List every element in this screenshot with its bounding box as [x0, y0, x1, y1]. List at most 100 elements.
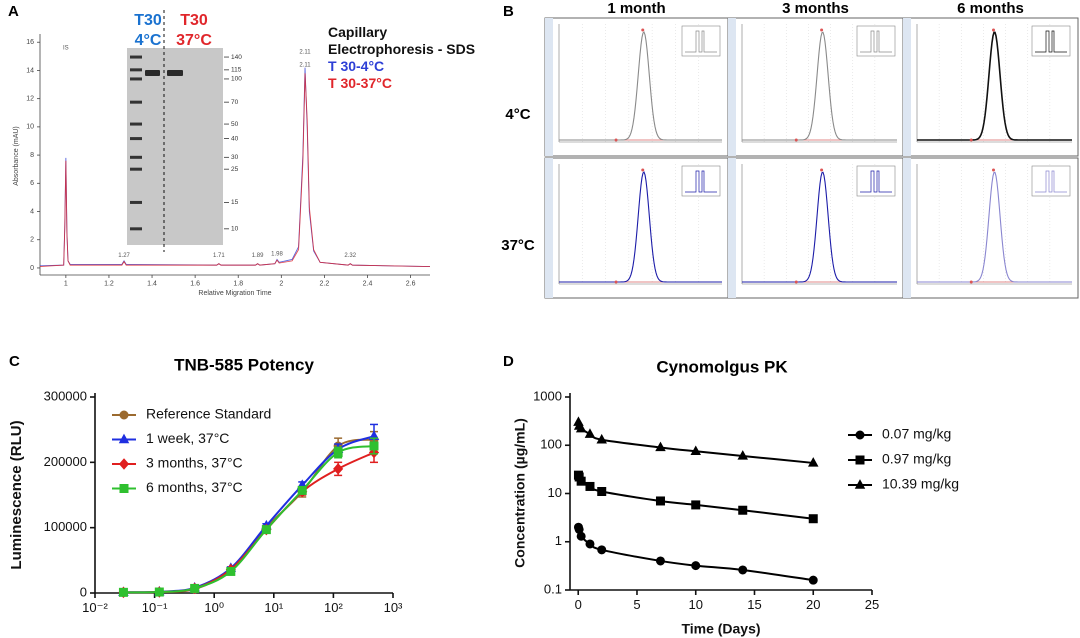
peak-dot [641, 28, 645, 32]
y-axis-label: Luminescence (RLU) [8, 420, 25, 569]
peak-label: 1.89 [252, 253, 264, 259]
row-header: 4°C [505, 106, 530, 123]
x-tick-label: 1 [64, 280, 68, 287]
inset [856, 165, 896, 197]
x-tick-label: 2.4 [363, 280, 373, 287]
marker [808, 514, 818, 524]
fit-curve [577, 422, 814, 464]
peak-dot [820, 28, 824, 32]
x-axis-label: Time (Days) [681, 621, 760, 637]
marker [576, 476, 586, 486]
marker [691, 500, 701, 510]
legend-title: Capillary Electrophoresis - SDS [328, 24, 476, 57]
peak-dot [992, 28, 995, 32]
legend-marker [854, 479, 866, 489]
chromatogram-peak [742, 31, 897, 141]
ladder-label: 100 [231, 76, 242, 83]
x-tick-label: 5 [633, 597, 640, 612]
y-tick-label: 10 [26, 124, 34, 131]
chart-title: TNB-585 Potency [174, 355, 314, 374]
panel-label: C [9, 353, 20, 370]
y-tick-label: 100000 [44, 519, 87, 534]
y-tick-label: 0 [30, 265, 34, 272]
row-header: 37°C [501, 237, 535, 254]
x-tick-label: 15 [747, 597, 761, 612]
ladder-band [130, 155, 142, 159]
y-tick-label: 300000 [44, 388, 87, 403]
ladder-band [130, 200, 142, 204]
ladder-label: 50 [231, 121, 239, 128]
ladder-label: 40 [231, 135, 239, 142]
x-axis-label: Relative Migration Time [198, 290, 271, 297]
peak-dot [641, 168, 645, 172]
x-tick-label: 10³ [384, 600, 403, 615]
ladder-band [130, 137, 142, 141]
legend-entry: T 30-4°C [328, 58, 385, 74]
lane-condition: 4°C [135, 32, 162, 49]
column-header: 6 months [957, 0, 1024, 17]
panel-label: B [503, 3, 514, 20]
x-tick-label: 10⁻² [82, 600, 108, 615]
legend-label: Reference Standard [146, 406, 271, 422]
inset [1031, 165, 1071, 197]
ladder-label: 30 [231, 154, 239, 161]
inset-trace [1035, 170, 1067, 193]
y-tick-label: 14 [26, 67, 34, 74]
y-tick-label: 8 [30, 152, 34, 159]
marker [807, 457, 819, 467]
marker [585, 481, 595, 491]
chromatogram-strip [728, 18, 736, 156]
chromatogram-peak [917, 31, 1072, 141]
sample-band [145, 70, 160, 76]
x-tick-label: 20 [806, 597, 820, 612]
y-tick-label: 0.1 [544, 581, 562, 596]
legend-label: 10.39 mg/kg [882, 476, 959, 492]
marker [737, 450, 748, 460]
ladder-label: 70 [231, 99, 239, 106]
x-tick-label: 25 [865, 597, 879, 612]
x-tick-label: 10 [689, 597, 703, 612]
sample-band [167, 70, 183, 76]
x-tick-label: 2.6 [406, 280, 416, 287]
marker [596, 433, 607, 444]
legend-marker [119, 410, 129, 420]
chromatogram-peak [559, 171, 722, 283]
legend-label: 0.07 mg/kg [882, 426, 951, 442]
marker [118, 587, 128, 597]
legend-label: 1 week, 37°C [146, 430, 229, 446]
marker [738, 565, 748, 575]
marker [261, 525, 271, 535]
x-tick-label: 10⁻¹ [142, 600, 168, 615]
marker [655, 496, 665, 506]
legend-label: 0.97 mg/kg [882, 451, 951, 467]
chromatogram-strip [903, 18, 911, 156]
marker [597, 487, 607, 497]
marker [369, 441, 379, 451]
legend-label: 3 months, 37°C [146, 455, 243, 471]
chart-title: Cynomolgus PK [656, 357, 788, 376]
legend-entry: T 30-37°C [328, 75, 392, 91]
ladder-band [130, 122, 142, 126]
panel-label: D [503, 353, 514, 370]
y-tick-label: 200000 [44, 454, 87, 469]
peak-label: 2.11 [299, 62, 311, 68]
trace [39, 73, 431, 267]
marker [597, 545, 607, 555]
x-tick-label: 1.4 [147, 280, 157, 287]
inset [681, 25, 721, 57]
column-header: 3 months [782, 0, 849, 17]
x-tick-label: 1.8 [233, 280, 243, 287]
y-tick-label: 10 [548, 485, 562, 500]
peak-label: 2.11 [299, 50, 311, 56]
ladder-label: 25 [231, 166, 239, 173]
ladder-label: 10 [231, 226, 239, 233]
ladder-band [130, 68, 142, 72]
marker [738, 505, 748, 515]
legend-label: 6 months, 37°C [146, 479, 243, 495]
marker [333, 448, 343, 458]
chromatogram-peak [559, 31, 722, 141]
peak-label: 1.98 [271, 251, 283, 257]
legend-marker [855, 455, 865, 465]
y-tick-label: 1 [555, 533, 562, 548]
